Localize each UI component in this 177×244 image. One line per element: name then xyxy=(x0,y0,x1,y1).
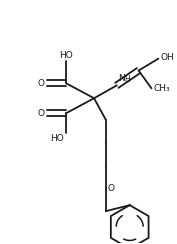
Text: OH: OH xyxy=(160,53,174,62)
Text: O: O xyxy=(38,79,45,88)
Text: O: O xyxy=(108,184,115,193)
Text: HO: HO xyxy=(59,51,73,60)
Text: N: N xyxy=(118,74,125,83)
Text: O: O xyxy=(38,109,45,118)
Text: CH₃: CH₃ xyxy=(153,84,170,93)
Text: HO: HO xyxy=(51,134,64,143)
Text: H: H xyxy=(124,75,130,84)
